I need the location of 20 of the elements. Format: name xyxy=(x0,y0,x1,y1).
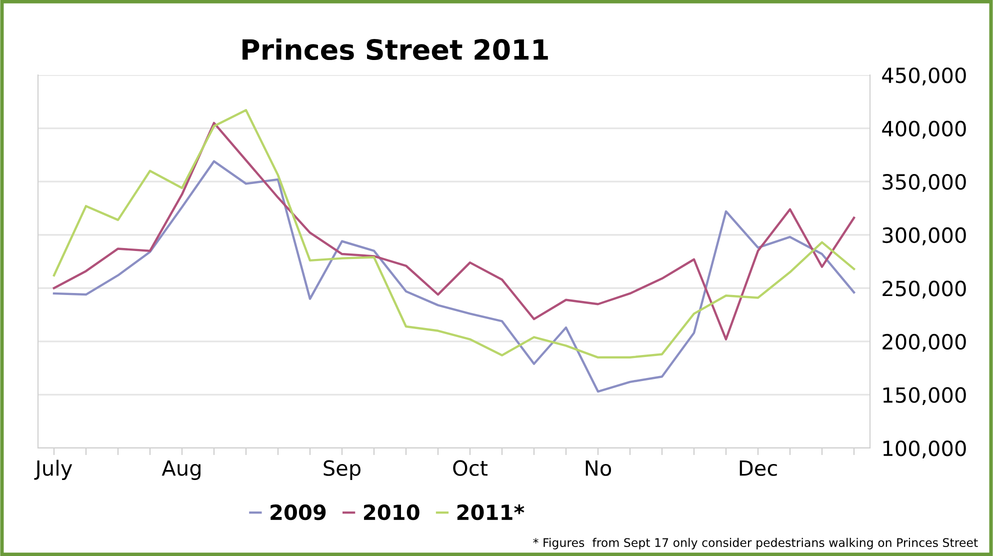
x-tick-label: Oct xyxy=(453,460,488,476)
x-tick-label: Sep xyxy=(324,460,360,480)
x-tick-label: Aug xyxy=(162,460,200,480)
x-tick-label: No xyxy=(586,460,612,476)
x-tick-label: July xyxy=(34,460,72,480)
legend-label: 2010 xyxy=(364,504,420,520)
line-series xyxy=(52,160,856,393)
y-tick-label: 200,000 xyxy=(882,334,966,352)
y-tick-label: 100,000 xyxy=(883,440,966,458)
legend-label: 2009 xyxy=(270,504,326,520)
y-tick-label: 150,000 xyxy=(883,387,966,406)
y-tick-label: 400,000 xyxy=(882,120,966,139)
y-tick-label: 450,000 xyxy=(882,67,966,86)
legend-label: 2011* xyxy=(457,504,524,520)
text: * Figures from Sept 17 only consider pedestrians walking on Princes Street xyxy=(533,538,978,550)
y-tick-label: 350,000 xyxy=(882,174,966,192)
y-tick-label: 250,000 xyxy=(882,280,966,298)
x-tick-label: Dec xyxy=(740,460,777,476)
chart-title: Princes Street 2011 xyxy=(242,38,548,60)
y-tick-label: 300,000 xyxy=(882,227,966,246)
